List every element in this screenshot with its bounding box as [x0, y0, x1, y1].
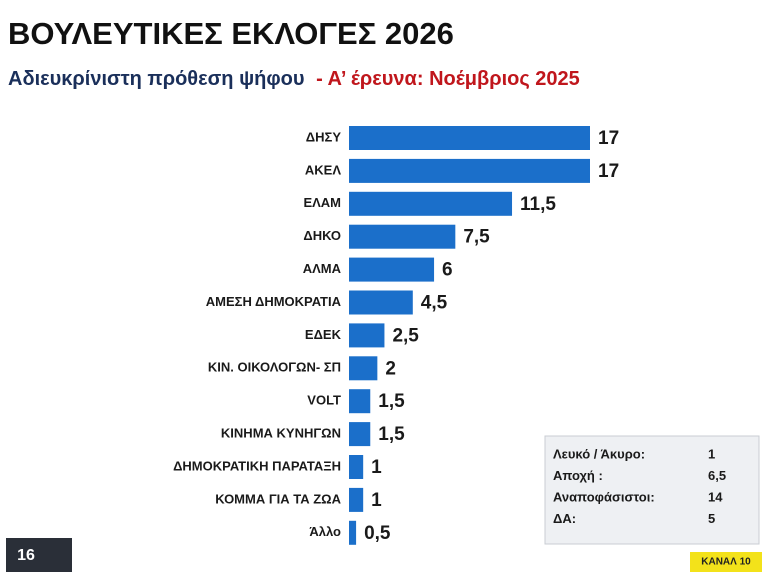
category-label: Άλλο	[309, 524, 341, 539]
value-label: 1,5	[378, 424, 405, 445]
chart-subtitle: Αδιευκρίνιστη πρόθεση ψήφου - Α’ έρευνα:…	[8, 68, 580, 90]
category-label: ΕΛΑΜ	[303, 195, 341, 210]
bar	[349, 257, 435, 282]
category-label: ΑΚΕΛ	[305, 162, 341, 177]
side-value: 5	[708, 511, 715, 526]
side-box	[544, 435, 760, 545]
logo-right-box	[690, 552, 762, 572]
category-label: ΚΟΜΜΑ ΓΙΑ ΤΑ ΖΩΑ	[215, 491, 341, 506]
value-label: 6	[442, 260, 453, 281]
chart-title: ΒΟΥΛΕΥΤΙΚΕΣ ΕΚΛΟΓΕΣ 2026	[8, 16, 454, 51]
value-label: 1	[371, 457, 382, 478]
value-label: 0,5	[364, 523, 391, 544]
side-label: Λευκό / Άκυρο:	[553, 446, 645, 461]
value-label: 17	[598, 161, 619, 182]
bar	[349, 422, 371, 447]
bar	[349, 323, 385, 348]
subtitle-main: Αδιευκρίνιστη πρόθεση ψήφου	[8, 68, 305, 90]
value-label: 2,5	[392, 325, 419, 346]
side-label: Αναποφάσιστοι:	[553, 489, 655, 504]
side-label: ΔΑ:	[553, 511, 576, 526]
category-label: ΚΙΝ. ΟΙΚΟΛΟΓΩΝ- ΣΠ	[208, 360, 341, 375]
bar	[349, 487, 364, 512]
category-label: ΚΙΝΗΜΑ ΚΥΝΗΓΩΝ	[221, 426, 341, 441]
bar	[349, 158, 590, 183]
bar	[349, 389, 371, 414]
logo-right: ΚΑΝΑΛ 10	[701, 557, 751, 568]
bar	[349, 520, 357, 545]
category-label: VOLT	[307, 393, 341, 408]
side-value: 14	[708, 489, 723, 504]
value-label: 11,5	[520, 194, 556, 215]
value-label: 17	[598, 128, 619, 149]
side-value: 1	[708, 446, 715, 461]
logo-left: 16	[17, 547, 35, 564]
logo-left-box	[6, 538, 72, 572]
category-label: ΔΗΚΟ	[303, 228, 341, 243]
category-label: ΑΛΜΑ	[303, 261, 342, 276]
value-label: 2	[385, 358, 396, 379]
category-label: ΔΗΣΥ	[306, 129, 342, 144]
value-label: 7,5	[463, 227, 490, 248]
category-label: ΔΗΜΟΚΡΑΤΙΚΗ ΠΑΡΑΤΑΞΗ	[173, 458, 341, 473]
bar	[349, 290, 413, 315]
category-label: ΑΜΕΣΗ ΔΗΜΟΚΡΑΤΙΑ	[206, 294, 342, 309]
value-label: 1,5	[378, 391, 405, 412]
bar	[349, 455, 364, 479]
side-table: Λευκό / Άκυρο: 1 Αποχή : 6,5 Αναποφάσιστοι: 1…	[553, 446, 726, 526]
value-label: 4,5	[421, 293, 448, 314]
bar	[349, 191, 513, 216]
category-label: ΕΔΕΚ	[305, 327, 342, 342]
bar	[349, 224, 456, 249]
value-label: 1	[371, 490, 382, 511]
side-label: Αποχή :	[553, 468, 603, 483]
subtitle-note: - Α’ έρευνα: Νοέμβριος 2025	[316, 68, 580, 90]
bar	[349, 356, 378, 381]
bar	[349, 126, 590, 150]
side-value: 6,5	[708, 468, 726, 483]
